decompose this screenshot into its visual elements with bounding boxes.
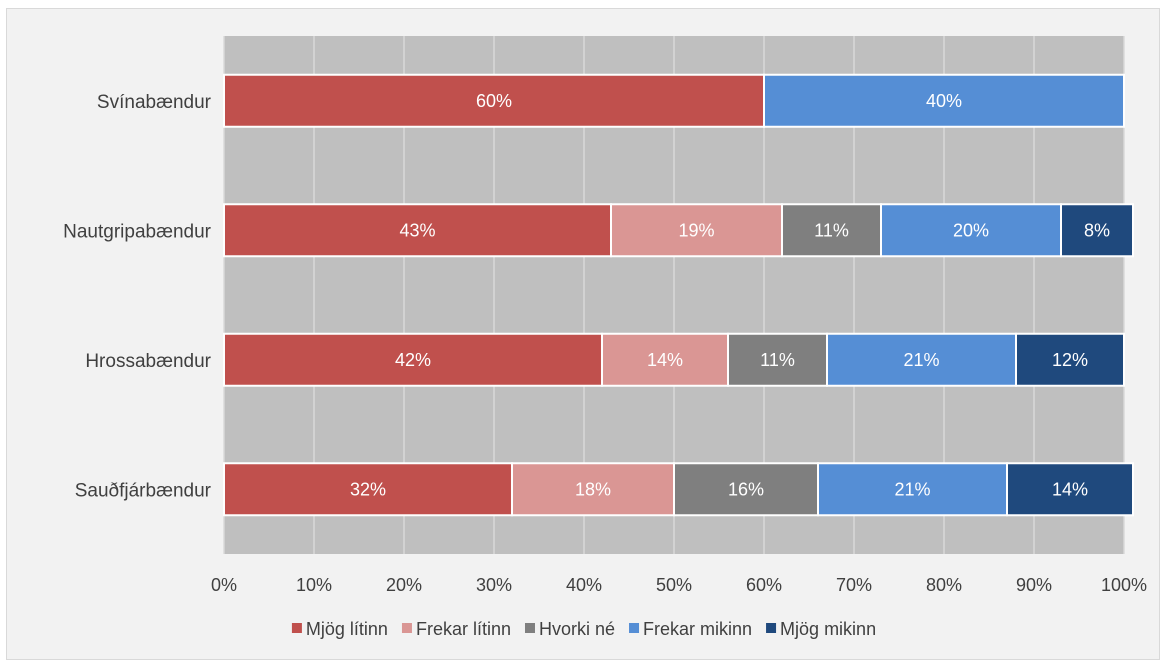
stacked-bar-chart: 60% 40% 43% 19% 11% 20% 8% 42% 14% 11% 21% 12% 32% 18…: [63, 36, 1147, 639]
x-tick-label: 90%: [1016, 575, 1052, 595]
x-tick-label: 50%: [656, 575, 692, 595]
legend-item: Mjög lítinn: [291, 619, 388, 639]
data-label: 14%: [1052, 479, 1088, 499]
category-labels: Svínabændur Nautgripabændur Hrossabændur Sa…: [63, 92, 212, 502]
legend-swatch: [291, 623, 302, 633]
data-label: 20%: [953, 220, 989, 240]
bar-segment: [223, 332, 603, 387]
category-label: Svínabændur: [97, 92, 212, 113]
data-label: 12%: [1052, 350, 1088, 370]
x-tick-label: 70%: [836, 575, 872, 595]
legend-label: Hvorki né: [539, 619, 615, 639]
x-tick-label: 0%: [211, 575, 237, 595]
legend-item: Frekar mikinn: [629, 619, 752, 639]
legend-swatch: [766, 623, 777, 633]
data-label: 11%: [814, 220, 849, 240]
data-label: 43%: [399, 220, 435, 240]
data-label: 11%: [760, 350, 795, 370]
bar-segment: [727, 332, 828, 387]
data-label: 42%: [395, 350, 431, 370]
x-tick-label: 20%: [386, 575, 422, 595]
data-label: 14%: [647, 350, 683, 370]
bar-segment: [826, 332, 1017, 387]
x-tick-label: 30%: [476, 575, 512, 595]
bar-segment: [610, 203, 783, 258]
x-tick-label: 100%: [1101, 575, 1147, 595]
bar-segment: [1015, 332, 1125, 387]
legend-label: Frekar lítinn: [416, 619, 511, 639]
bar-segment: [781, 203, 882, 258]
bar-segment: [763, 73, 1125, 128]
data-label: 21%: [894, 479, 930, 499]
data-label: 19%: [678, 220, 714, 240]
legend-swatch: [629, 623, 640, 633]
bar-segment: [1006, 462, 1134, 517]
bar-segment: [1060, 203, 1134, 258]
data-label: 40%: [926, 91, 962, 111]
data-label: 60%: [476, 91, 512, 111]
bar-segment: [817, 462, 1008, 517]
legend-label: Mjög mikinn: [780, 619, 876, 639]
data-label: 16%: [728, 479, 764, 499]
chart-frame: 60% 40% 43% 19% 11% 20% 8% 42% 14% 11% 21% 12% 32% 18…: [6, 8, 1160, 660]
data-label: 32%: [350, 479, 386, 499]
category-label: Sauðfjárbændur: [75, 480, 212, 501]
legend-label: Frekar mikinn: [643, 619, 752, 639]
x-tick-label: 80%: [926, 575, 962, 595]
bar-segment: [601, 332, 729, 387]
bars: 60% 40% 43% 19% 11% 20% 8% 42% 14% 11% 21% 12% 32% 18…: [223, 73, 1134, 517]
data-label: 18%: [575, 479, 611, 499]
data-label: 21%: [903, 350, 939, 370]
bar-segment: [673, 462, 819, 517]
legend-item: Hvorki né: [524, 619, 615, 639]
legend-swatch: [401, 623, 412, 633]
category-label: Hrossabændur: [85, 351, 211, 372]
legend-swatch: [524, 623, 535, 633]
data-label: 8%: [1084, 220, 1110, 240]
x-axis-tick-labels: 0% 10% 20% 30% 40% 50% 60% 70% 80% 90% 100%: [211, 575, 1147, 595]
bar-segment: [223, 203, 612, 258]
category-label: Nautgripabændur: [63, 221, 212, 242]
x-tick-label: 10%: [296, 575, 332, 595]
legend: Mjög lítinn Frekar lítinn Hvorki né Frekar …: [291, 619, 876, 639]
x-tick-label: 60%: [746, 575, 782, 595]
x-tick-label: 40%: [566, 575, 602, 595]
bar-segment: [223, 462, 513, 517]
legend-label: Mjög lítinn: [306, 619, 388, 639]
legend-item: Frekar lítinn: [401, 619, 511, 639]
legend-item: Mjög mikinn: [766, 619, 876, 639]
